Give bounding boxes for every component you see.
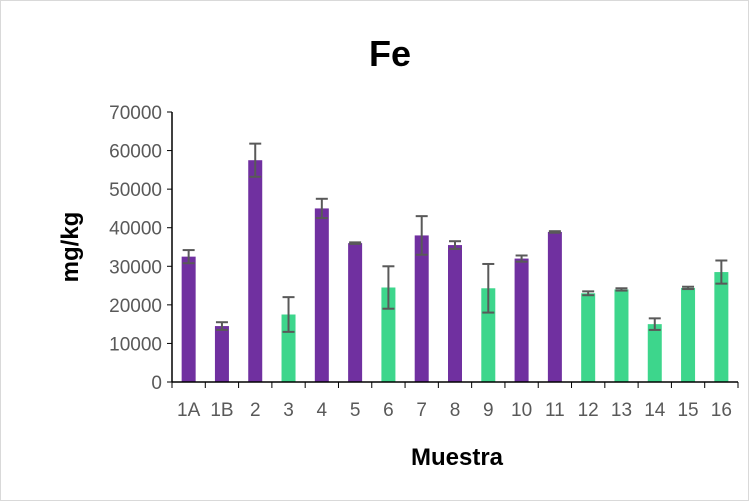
error-bar: [715, 259, 728, 285]
error-bar: [482, 262, 495, 314]
y-tick-label: 10000: [109, 334, 162, 355]
y-tick-label: 60000: [109, 142, 162, 163]
error-bars: [182, 142, 728, 333]
axes: [171, 112, 738, 383]
bar: [248, 160, 263, 382]
bar: [714, 272, 729, 382]
x-tick-label: 8: [450, 400, 461, 421]
bar: [381, 287, 396, 382]
error-bar: [215, 321, 228, 331]
x-tick-label: 12: [578, 400, 599, 421]
bar: [314, 208, 329, 382]
x-tick-label: 1A: [177, 400, 201, 421]
x-tick-label: 5: [350, 400, 361, 421]
error-bar: [515, 254, 528, 263]
y-axis-title: mg/kg: [57, 212, 84, 283]
x-tick-label: 1B: [210, 400, 233, 421]
error-bar: [449, 240, 461, 250]
x-tick-label: 13: [611, 400, 632, 421]
error-bar: [582, 290, 595, 297]
x-tick-label: 4: [317, 400, 328, 421]
x-tick-label: 14: [644, 400, 666, 421]
error-bar: [548, 230, 561, 234]
bar: [414, 235, 429, 382]
error-bar: [315, 197, 328, 220]
x-tick-label: 3: [283, 400, 294, 421]
bar: [181, 256, 196, 382]
bar: [581, 293, 596, 382]
bars: [181, 160, 729, 382]
x-tick-label: 9: [483, 400, 494, 421]
bar: [681, 287, 696, 382]
y-axis-ticks: 0 10000 20000 30000 40000 50000 60000 70000: [109, 103, 172, 394]
x-tick-label: 11: [545, 400, 565, 421]
y-tick-label: 0: [151, 373, 162, 394]
x-tick-label: 15: [677, 400, 698, 421]
bar: [647, 324, 662, 382]
error-bar: [249, 142, 262, 178]
x-tick-label: 6: [383, 400, 394, 421]
x-axis-title: Muestra: [411, 444, 504, 471]
y-tick-label: 30000: [109, 257, 162, 278]
error-bar: [182, 249, 195, 265]
error-bar: [382, 265, 395, 310]
bar: [514, 258, 529, 382]
bar: [614, 289, 629, 382]
bar: [547, 231, 562, 382]
bar: [348, 243, 363, 382]
error-bar: [615, 287, 628, 292]
x-tick-label: 10: [511, 400, 532, 421]
error-bar: [682, 285, 695, 291]
error-bar: [349, 241, 362, 245]
x-tick-label: 2: [250, 400, 261, 421]
error-bar: [415, 215, 428, 256]
x-axis-ticks: 1A 1B 2 3 4 5 6 7 8 9 10 11 12 13 14 15 16: [171, 382, 739, 421]
bar: [448, 245, 462, 382]
y-tick-label: 40000: [109, 219, 162, 240]
x-tick-label: 16: [711, 400, 732, 421]
y-tick-label: 50000: [109, 180, 162, 201]
y-tick-label: 70000: [109, 103, 162, 124]
x-tick-label: 7: [416, 400, 427, 421]
chart-title: Fe: [369, 33, 411, 74]
error-bar: [648, 317, 661, 331]
bar: [214, 326, 229, 382]
y-tick-label: 20000: [109, 296, 162, 317]
error-bar: [282, 296, 295, 333]
